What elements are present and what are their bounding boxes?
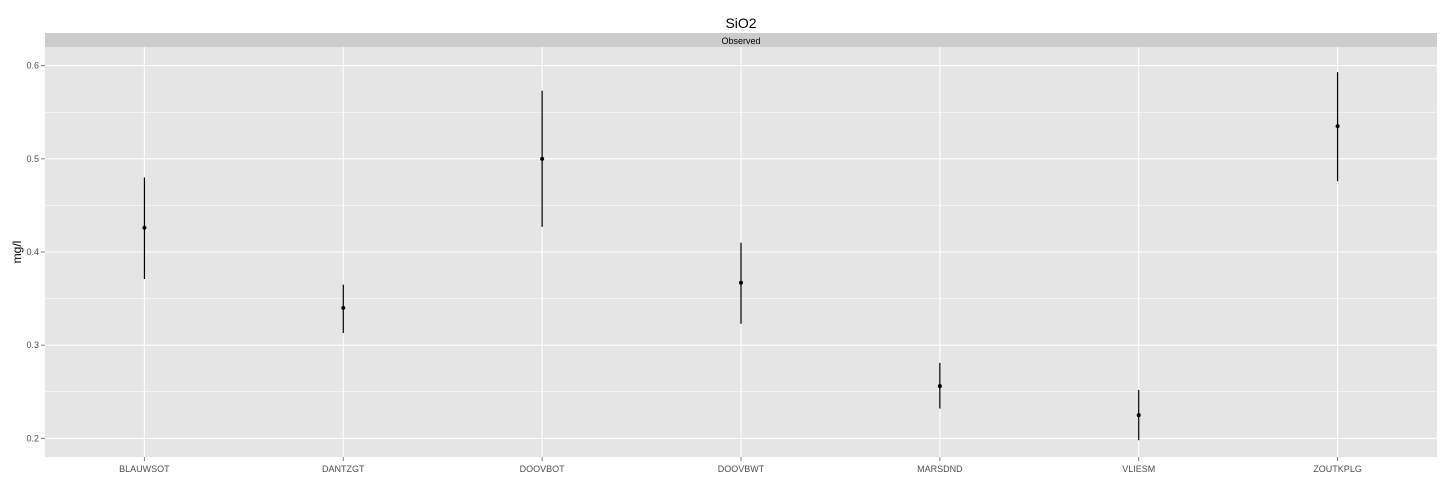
y-axis: 0.2 0.3 0.4 0.5 0.6: [26, 61, 45, 443]
data-point: [1136, 413, 1141, 418]
data-point: [937, 384, 942, 389]
facet-strip: [45, 33, 1437, 47]
x-tick-label: DANTZGT: [322, 464, 365, 474]
y-tick-label: 0.3: [26, 340, 39, 350]
x-tick-label: MARSDND: [917, 464, 963, 474]
y-axis-title: mg/l: [10, 241, 24, 264]
data-marks: [142, 72, 1340, 441]
facet-label: Observed: [721, 36, 760, 46]
data-point: [739, 280, 743, 285]
chart-title: SiO2: [725, 15, 756, 31]
y-tick-label: 0.5: [26, 154, 39, 164]
y-tick-label: 0.2: [26, 433, 39, 443]
x-tick-label: VLIESM: [1122, 464, 1155, 474]
data-point: [540, 156, 545, 161]
x-tick-label: DOOVBOT: [520, 464, 566, 474]
x-tick-label: ZOUTKPLG: [1313, 464, 1362, 474]
y-tick-label: 0.6: [26, 61, 39, 71]
data-point: [142, 225, 147, 230]
data-point: [341, 305, 346, 310]
y-tick-label: 0.4: [26, 247, 39, 257]
x-axis: BLAUWSOT DANTZGT DOOVBOT DOOVBWT MARSDND VLIE…: [119, 457, 1362, 474]
data-point: [1335, 124, 1340, 129]
x-tick-label: DOOVBWT: [718, 464, 765, 474]
x-tick-label: BLAUWSOT: [119, 464, 170, 474]
